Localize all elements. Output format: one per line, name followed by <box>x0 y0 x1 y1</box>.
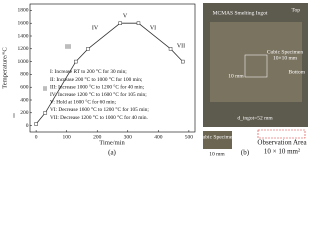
legend-line: V: Hold at 1600 °C for 60 min; <box>50 99 117 106</box>
diameter-label: d_ingot=52 mm <box>237 115 273 121</box>
legend-line: I: Increase RT to 200 °C for 30 min; <box>50 68 127 75</box>
x-tick-label: 300 <box>124 134 133 140</box>
x-tick-label: 400 <box>154 134 163 140</box>
x-tick-label: 0 <box>35 134 38 140</box>
stage-label: VII <box>177 43 185 49</box>
observation-box <box>257 129 306 139</box>
top-label: Top <box>292 7 301 13</box>
y-tick-label: 1600 <box>18 20 29 26</box>
legend-line: II: Increase 200 °C to 1000 °C for 100 m… <box>50 76 143 83</box>
plot-frame <box>29 3 196 133</box>
y-tick-label: 400 <box>20 97 29 103</box>
legend-line: III: Increase 1000 °C to 1200 °C for 40 … <box>50 83 145 90</box>
y-axis-label: Temperature/°C <box>1 47 8 89</box>
marker <box>136 21 141 25</box>
y-tick-label: 1400 <box>18 33 29 39</box>
specimen-label: Cubic Specimen <box>267 49 303 55</box>
cube-label: Cubic Specimen <box>199 134 235 140</box>
observation-size: 10 × 10 mm² <box>264 148 300 156</box>
specimen-box <box>244 54 268 78</box>
x-axis-label: Time/min <box>99 139 125 146</box>
stage-label: II <box>43 86 47 92</box>
edge-label: 10 mm <box>228 73 244 79</box>
stage-label: IV <box>92 25 99 31</box>
observation-label: Observation Area <box>257 139 307 147</box>
specimen-size: 10×10 mm <box>273 55 298 61</box>
marker <box>168 47 173 51</box>
photo-title: MCMAS Smelting Ingot <box>213 10 268 16</box>
y-tick-label: 1200 <box>18 46 29 52</box>
cube-photo <box>203 131 232 149</box>
marker <box>118 21 122 25</box>
x-tick-label: 100 <box>63 134 72 140</box>
marker <box>34 122 38 126</box>
marker <box>181 59 185 64</box>
line <box>35 22 184 125</box>
legend-line: VII: Decrease 1200 °C to 1000 °C for 40 … <box>50 114 148 121</box>
y-tick-label: 600 <box>20 84 29 90</box>
marker <box>43 111 48 115</box>
x-tick-label: 200 <box>93 134 102 140</box>
x-tick-label: 500 <box>185 134 194 140</box>
legend-line: IV: Increase 1200 °C to 1600 °C for 105 … <box>50 91 147 98</box>
stage-label: I <box>13 113 15 119</box>
marker <box>86 47 90 51</box>
cube-edge: 10 mm <box>209 151 225 157</box>
stage-label: III <box>65 44 71 50</box>
y-tick-label: 200 <box>20 110 29 116</box>
y-tick-label: 1000 <box>18 59 29 65</box>
figure: MCMAS Smelting Ingot Top Bottom Cubic Sp… <box>1 3 308 157</box>
stage-label: VI <box>150 25 156 31</box>
bottom-label: Bottom <box>288 69 305 75</box>
y-tick-label: 0 <box>26 123 29 129</box>
marker <box>74 59 78 64</box>
caption-a: (a) <box>108 149 116 157</box>
y-tick-label: 1800 <box>18 8 29 14</box>
legend-line: VI: Decrease 1600 °C to 1200 °C for 105 … <box>50 106 149 113</box>
caption-b: (b) <box>241 149 250 157</box>
stage-label: V <box>123 13 128 19</box>
y-tick-label: 800 <box>20 72 29 78</box>
ingot-body <box>210 22 302 102</box>
